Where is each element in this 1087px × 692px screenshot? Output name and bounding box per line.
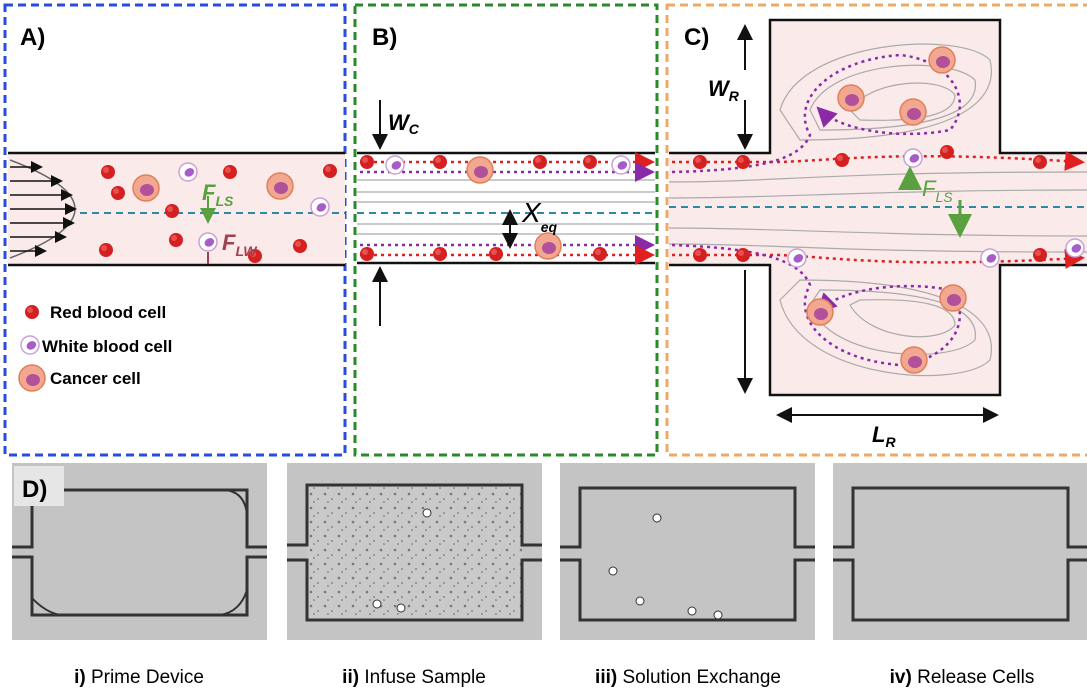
panel-d: D) i) Prime Device ii) Infuse Sample iii… [12, 463, 1087, 688]
dimension-label: Xeq [521, 197, 557, 235]
streamlines [357, 180, 655, 234]
step-caption: ii) Infuse Sample [342, 667, 486, 688]
panel-a: A) FLS FLW Red blood cell White blood ce… [5, 5, 345, 455]
legend-text: Red blood cell [50, 303, 166, 322]
frame [355, 5, 657, 455]
panel-label: B) [372, 24, 397, 51]
panel-c: C) WR LR FLS [667, 5, 1087, 455]
step-caption: iii) Solution Exchange [595, 667, 781, 688]
dimension-label: LR [872, 422, 896, 450]
step-caption: i) Prime Device [74, 667, 204, 688]
panel-label: A) [20, 24, 45, 51]
legend-icon [25, 305, 39, 319]
legend-text: White blood cell [42, 337, 172, 356]
dimension-label: WC [388, 110, 420, 137]
step-caption: iv) Release Cells [890, 667, 1035, 688]
micrograph [287, 463, 542, 640]
legend-text: Cancer cell [50, 369, 141, 388]
dimension-label: WR [708, 76, 740, 104]
panel-label: C) [684, 24, 709, 51]
panel-b: B) WC Xeq [355, 5, 657, 455]
legend-icon [19, 365, 45, 391]
panel-label: D) [22, 476, 47, 503]
micrograph [833, 463, 1087, 640]
legend-icon [21, 336, 39, 354]
micrograph [560, 463, 815, 640]
figure: A) FLS FLW Red blood cell White blood ce… [0, 0, 1087, 692]
